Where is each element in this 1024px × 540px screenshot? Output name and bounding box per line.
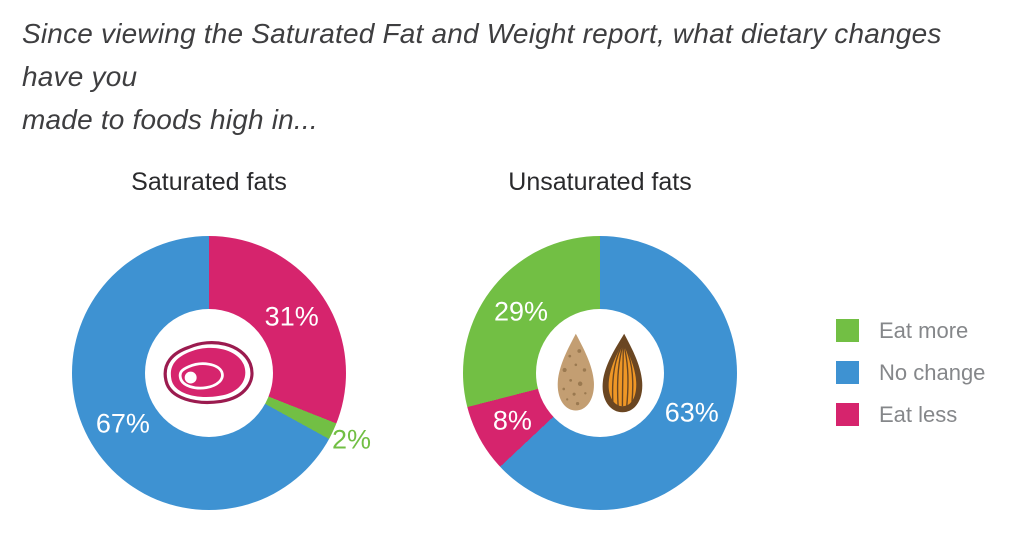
question-line-2: made to foods high in... xyxy=(22,104,318,135)
slice-label-eat-more: 2% xyxy=(332,424,372,455)
legend-item-eat-more: Eat more xyxy=(836,317,985,343)
eat-less-swatch xyxy=(836,403,859,426)
eat-more-swatch xyxy=(836,319,859,342)
legend-label: No change xyxy=(879,359,986,385)
chart-title-saturated-fats: Saturated fats xyxy=(131,168,287,196)
no-change-swatch xyxy=(836,361,859,384)
legend-item-eat-less: Eat less xyxy=(836,401,985,427)
steak-icon xyxy=(163,341,254,404)
donut-hole xyxy=(145,309,273,437)
slice-label-eat-more: 29% xyxy=(493,296,548,327)
slice-label-no-change: 63% xyxy=(664,397,719,428)
donut-hole xyxy=(536,309,664,437)
legend-label: Eat less xyxy=(879,401,958,427)
donut-chart-saturated-fats: 31% 2% 67% xyxy=(72,236,371,510)
almonds-icon xyxy=(557,333,643,413)
question-title: Since viewing the Saturated Fat and Weig… xyxy=(22,12,1007,141)
chart-title-unsaturated-fats: Unsaturated fats xyxy=(508,168,692,196)
legend-label: Eat more xyxy=(879,317,969,343)
legend-item-no-change: No change xyxy=(836,359,986,385)
legend: Eat more No change Eat less xyxy=(836,317,986,445)
slice-label-eat-less: 31% xyxy=(264,301,319,332)
slice-label-no-change: 67% xyxy=(95,408,150,439)
question-line-1: Since viewing the Saturated Fat and Weig… xyxy=(22,18,942,92)
donut-chart-unsaturated-fats: 63% 8% 29% xyxy=(463,236,737,510)
slice-label-eat-less: 8% xyxy=(492,405,532,436)
